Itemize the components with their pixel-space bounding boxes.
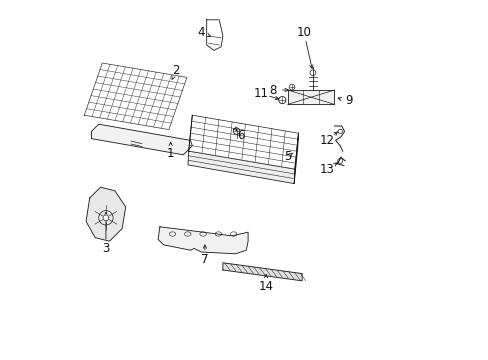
Polygon shape — [187, 151, 294, 184]
Text: 2: 2 — [172, 64, 180, 77]
Text: 10: 10 — [296, 26, 311, 39]
Text: 13: 13 — [319, 163, 334, 176]
Text: 7: 7 — [201, 253, 208, 266]
Text: 4: 4 — [197, 26, 204, 39]
Text: 14: 14 — [258, 280, 273, 293]
Polygon shape — [91, 124, 192, 155]
Text: 6: 6 — [237, 129, 244, 141]
Polygon shape — [287, 90, 334, 104]
Text: 11: 11 — [253, 87, 267, 100]
Polygon shape — [158, 227, 247, 254]
Circle shape — [103, 215, 108, 221]
Text: 5: 5 — [284, 150, 291, 163]
Text: 12: 12 — [319, 134, 334, 147]
Polygon shape — [294, 133, 298, 184]
Text: 3: 3 — [102, 242, 109, 255]
Text: 8: 8 — [269, 84, 276, 96]
Polygon shape — [86, 187, 125, 241]
Polygon shape — [223, 263, 302, 281]
Text: 1: 1 — [166, 147, 174, 159]
Text: 9: 9 — [345, 94, 352, 107]
